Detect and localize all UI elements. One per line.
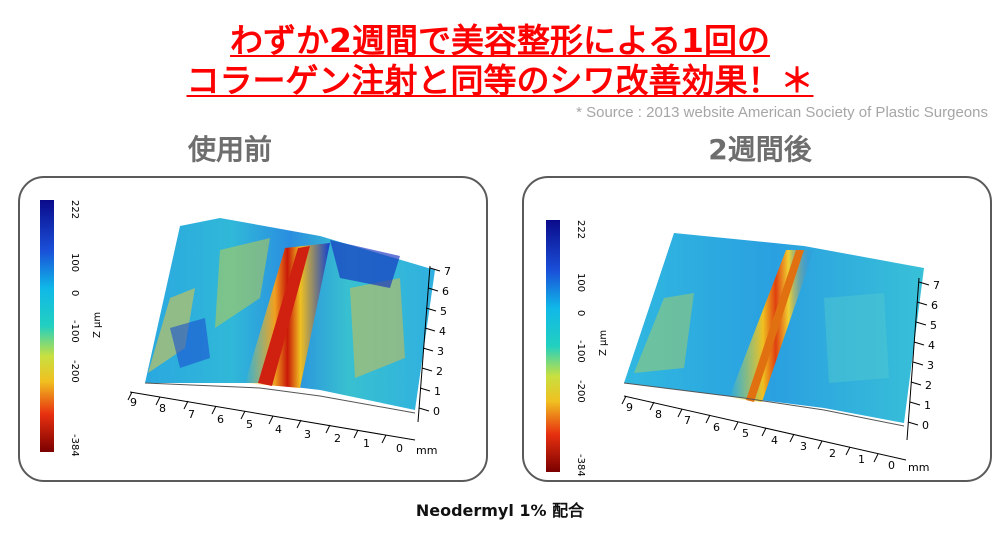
y-tick-label: 3	[437, 345, 444, 358]
y-axis	[906, 277, 930, 441]
x-tick-label: 2	[334, 432, 341, 445]
colorbar-max: 222	[69, 200, 80, 219]
y-axis	[417, 265, 441, 423]
x-tick-label: 3	[800, 440, 807, 453]
surface-edge	[144, 382, 416, 414]
x-tick-label: 9	[626, 401, 633, 414]
x-tick-label: 6	[713, 421, 720, 434]
surface-plot-after: 222 100 0 -100 -200 -384 Z µm 9 8 7 6 5 …	[546, 220, 940, 477]
colorbar	[546, 220, 560, 472]
y-tick-label: 2	[925, 379, 932, 392]
x-tick-label: 0	[396, 442, 403, 455]
y-tick-label: 2	[436, 365, 443, 378]
colorbar-max: 222	[575, 220, 586, 239]
y-tick-label: 4	[928, 339, 935, 352]
surface-plot-before: 222 100 0 -100 -200 -384 Z µm 9 8 7 6 5	[40, 200, 451, 457]
x-tick-label: 1	[363, 437, 370, 450]
y-tick-label: 6	[931, 299, 938, 312]
headline-line-1: わずか2週間で美容整形による1回の	[0, 22, 1000, 60]
x-tick-label: 7	[684, 414, 691, 427]
colorbar-min: -384	[69, 434, 80, 457]
x-tick-label: 2	[829, 447, 836, 460]
colorbar-tick: -100	[69, 320, 80, 343]
y-tick-label: 0	[433, 405, 440, 418]
colorbar-tick: -200	[69, 360, 80, 383]
colorbar-tick: 100	[69, 253, 80, 272]
source-note: * Source : 2013 website American Society…	[576, 104, 988, 121]
colorbar-tick: -200	[575, 380, 586, 403]
y-tick-label: 4	[439, 325, 446, 338]
panel-title-before: 使用前	[187, 133, 272, 166]
caption: Neodermyl 1% 配合	[415, 501, 585, 520]
x-unit: mm	[416, 444, 437, 457]
y-tick-label: 1	[924, 399, 931, 412]
panel-after: 222 100 0 -100 -200 -384 Z µm 9 8 7 6 5 …	[522, 176, 992, 482]
x-tick-label: 4	[275, 423, 282, 436]
x-axis	[127, 391, 416, 444]
x-tick-label: 8	[159, 402, 166, 415]
y-tick-label: 3	[927, 359, 934, 372]
panel-title-after: 2週間後	[708, 133, 812, 166]
x-tick-label: 0	[888, 459, 895, 472]
x-tick-label: 9	[130, 396, 137, 409]
y-tick-label: 1	[434, 385, 441, 398]
x-tick-label: 7	[188, 408, 195, 421]
x-tick-label: 8	[655, 408, 662, 421]
y-tick-label: 7	[933, 279, 940, 292]
colorbar-tick: -100	[575, 340, 586, 363]
x-tick-label: 1	[858, 453, 865, 466]
headline-line-2: コラーゲン注射と同等のシワ改善効果！＊	[0, 62, 1000, 100]
colorbar-min: -384	[575, 454, 586, 477]
x-axis	[621, 395, 907, 463]
x-tick-label: 5	[246, 418, 253, 431]
headline-line-1-text: わずか2週間で美容整形による1回の	[230, 21, 770, 60]
x-unit: mm	[908, 461, 929, 474]
y-tick-label: 0	[922, 419, 929, 432]
panel-before: 222 100 0 -100 -200 -384 Z µm 9 8 7 6 5	[18, 176, 488, 482]
y-tick-label: 5	[930, 319, 937, 332]
colorbar-unit: Z µm	[598, 330, 609, 356]
x-tick-label: 6	[217, 413, 224, 426]
y-tick-label: 5	[440, 305, 447, 318]
colorbar	[40, 200, 54, 452]
surface-edge	[623, 382, 905, 427]
x-tick-label: 5	[742, 427, 749, 440]
colorbar-tick: 100	[575, 273, 586, 292]
colorbar-tick: 0	[69, 290, 80, 296]
y-tick-label: 7	[444, 265, 451, 278]
colorbar-unit: Z µm	[92, 312, 103, 338]
x-tick-label: 3	[304, 428, 311, 441]
x-tick-label: 4	[771, 434, 778, 447]
colorbar-tick: 0	[575, 310, 586, 316]
y-tick-label: 6	[442, 285, 449, 298]
headline-line-2-text: コラーゲン注射と同等のシワ改善効果！＊	[186, 61, 814, 100]
